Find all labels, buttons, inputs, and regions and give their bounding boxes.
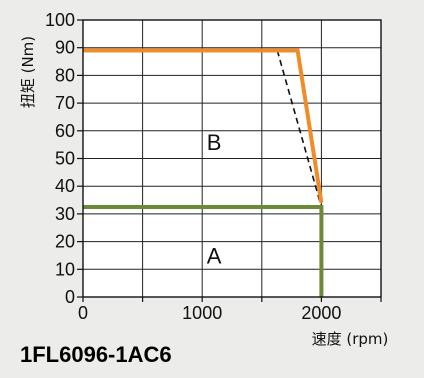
series-layer [83, 48, 324, 297]
y-tick-label-10: 10 [55, 259, 75, 279]
y-tick-label-40: 40 [55, 176, 75, 196]
y-tick-label-70: 70 [55, 93, 75, 113]
y-tick-label-100: 100 [45, 10, 75, 30]
region-labels: BA [207, 130, 222, 269]
x-tick-label-0: 0 [78, 303, 88, 323]
x-tick-label-2000: 2000 [301, 303, 341, 323]
plot-frame [82, 19, 382, 298]
y-axis-label: 扭矩 (Nm) [19, 36, 37, 108]
region-label-a: A [207, 243, 222, 268]
x-tick-label-1000: 1000 [182, 303, 222, 323]
y-tick-label-80: 80 [55, 65, 75, 85]
y-tick-label-30: 30 [55, 204, 75, 224]
y-tick-label-90: 90 [55, 38, 75, 58]
y-tick-label-60: 60 [55, 121, 75, 141]
series-dashed-line [276, 50, 323, 208]
y-tick-label-20: 20 [55, 232, 75, 252]
x-axis-label: 速度 (rpm) [312, 330, 389, 348]
series-b-line [83, 48, 324, 204]
grid [83, 20, 381, 297]
model-label: 1FL6096-1AC6 [20, 342, 172, 367]
y-tick-label-50: 50 [55, 149, 75, 169]
y-tick-label-0: 0 [65, 287, 75, 307]
region-label-b: B [207, 130, 222, 155]
series-a-line [83, 205, 324, 297]
axes [77, 19, 382, 302]
